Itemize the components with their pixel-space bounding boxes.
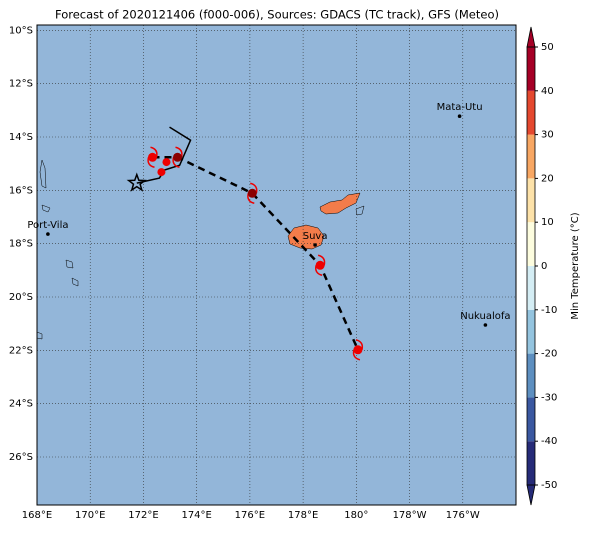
colorbar-tick-label: -50 xyxy=(541,480,557,491)
colorbar-tick-label: 20 xyxy=(541,173,554,184)
y-tick-label: 14°S xyxy=(9,132,33,143)
colorbar-band xyxy=(527,222,535,266)
colorbar-tick-label: 0 xyxy=(541,261,547,272)
place-dot xyxy=(483,323,488,327)
place-dot xyxy=(46,232,50,236)
colorbar-tick-label: 50 xyxy=(541,42,554,53)
colorbar-tick-label: -10 xyxy=(541,305,557,316)
y-tick-label: 26°S xyxy=(9,452,33,463)
place-dot xyxy=(313,243,317,247)
y-tick-label: 24°S xyxy=(9,399,33,410)
map-frame xyxy=(36,24,517,506)
colorbar-tick-label: -30 xyxy=(541,392,557,403)
land xyxy=(65,259,74,269)
x-tick-label: 178°W xyxy=(393,510,427,521)
colorbar-band xyxy=(527,90,535,135)
cyclone-point xyxy=(147,152,157,162)
cyclone-point xyxy=(157,168,166,177)
x-tick-label: 168°E xyxy=(22,510,52,521)
y-tick-label: 16°S xyxy=(9,185,33,196)
x-tick-label: 180° xyxy=(344,510,368,521)
cyclone-point xyxy=(173,152,183,162)
x-tick-label: 176°E xyxy=(235,510,265,521)
land xyxy=(355,205,365,216)
ocean xyxy=(37,25,516,505)
place-label: Mata-Utu xyxy=(437,102,483,113)
colorbar-tick-label: -40 xyxy=(541,436,557,447)
colorbar-tick-label: 40 xyxy=(541,86,554,97)
y-tick-label: 10°S xyxy=(9,25,33,36)
colorbar-band xyxy=(527,309,535,354)
land xyxy=(319,192,361,215)
colorbar-band xyxy=(527,397,535,442)
x-tick-label: 176°W xyxy=(446,510,480,521)
x-tick-label: 178°E xyxy=(288,510,318,521)
current-position xyxy=(126,172,147,192)
land xyxy=(287,224,325,250)
colorbar-extend xyxy=(526,484,536,506)
x-tick-label: 172°E xyxy=(128,510,158,521)
x-tick-label: 174°E xyxy=(181,510,211,521)
colorbar-band xyxy=(527,353,535,398)
colorbar-extend xyxy=(526,26,536,48)
colorbar-band xyxy=(527,266,535,310)
colorbar-band xyxy=(527,178,535,223)
y-tick-label: 20°S xyxy=(9,292,33,303)
colorbar-band xyxy=(527,47,535,91)
colorbar-tick-label: -20 xyxy=(541,349,557,360)
place-label: Port-Vila xyxy=(27,220,68,231)
title: Forecast of 2020121406 (f000-006), Sourc… xyxy=(55,8,499,22)
colorbar-band xyxy=(527,441,535,485)
colorbar-label: Min Temperature (°C) xyxy=(570,212,581,319)
observed-track xyxy=(136,126,192,184)
colorbar-tick-label: 10 xyxy=(541,217,554,228)
x-tick-label: 170°E xyxy=(75,510,105,521)
y-tick-label: 22°S xyxy=(9,345,33,356)
place-label: Suva xyxy=(303,231,328,242)
land xyxy=(41,204,51,213)
land xyxy=(71,277,79,287)
y-tick-label: 12°S xyxy=(9,79,33,90)
cyclone-point xyxy=(162,158,171,167)
cyclone-point xyxy=(353,345,363,355)
y-tick-label: 18°S xyxy=(9,239,33,250)
cyclone-point xyxy=(247,188,257,198)
place-label: Nukualofa xyxy=(460,311,510,322)
colorbar-tick-label: 30 xyxy=(541,130,554,141)
colorbar-band xyxy=(527,134,535,179)
cyclone-point xyxy=(315,260,325,270)
land xyxy=(39,159,47,189)
place-dot xyxy=(457,114,462,118)
